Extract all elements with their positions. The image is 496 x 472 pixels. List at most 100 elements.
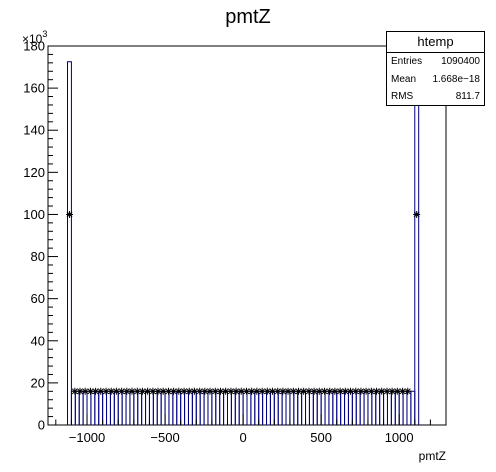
y-tick-label: 160: [23, 81, 45, 96]
histogram-bar: [176, 390, 182, 425]
data-marker: [66, 210, 74, 218]
data-marker: [243, 387, 251, 395]
stats-label: Mean: [391, 73, 417, 85]
histogram-bar: [67, 61, 72, 425]
histogram-bar: [363, 390, 369, 425]
data-marker: [86, 387, 94, 395]
data-marker: [315, 387, 323, 395]
data-marker: [341, 387, 349, 395]
data-marker: [388, 387, 396, 395]
data-marker: [196, 387, 204, 395]
histogram-bar: [336, 390, 342, 425]
histogram-bar: [332, 390, 338, 425]
histogram-bar: [191, 390, 197, 425]
histogram-bar: [273, 390, 279, 425]
data-marker: [263, 387, 271, 395]
histogram-bar: [379, 390, 385, 425]
histogram-bar: [297, 390, 303, 425]
histogram-bar: [242, 390, 248, 425]
data-marker: [216, 387, 224, 395]
histogram-bar: [344, 390, 349, 425]
data-marker: [97, 387, 105, 395]
data-marker: [253, 387, 261, 395]
histogram-bar: [211, 390, 217, 425]
histogram-bar: [277, 390, 283, 425]
data-marker: [310, 387, 318, 395]
histogram-bar: [355, 390, 361, 425]
data-marker: [321, 387, 329, 395]
y-tick-label: 20: [31, 375, 45, 390]
histogram-bar: [82, 390, 88, 425]
data-marker: [248, 387, 256, 395]
histogram-bar: [266, 390, 271, 425]
data-marker: [164, 387, 172, 395]
data-marker: [336, 387, 344, 395]
data-marker: [107, 387, 115, 395]
y-multiplier-exponent: 3: [42, 29, 47, 39]
data-marker: [326, 387, 334, 395]
histogram-bar: [113, 390, 119, 425]
data-marker: [206, 387, 214, 395]
histogram-bar: [187, 390, 193, 425]
stats-label: RMS: [391, 91, 414, 102]
histogram-bar: [156, 390, 162, 425]
histogram-bar: [410, 390, 416, 425]
histogram-bars: [67, 61, 420, 425]
histogram-bar: [406, 390, 412, 425]
histogram-bar: [258, 390, 264, 425]
data-marker: [331, 387, 339, 395]
stats-value: 1090400: [441, 56, 480, 67]
stats-title: htemp: [387, 32, 484, 53]
x-tick-label: −500: [150, 430, 179, 445]
data-marker: [128, 387, 136, 395]
data-marker: [357, 387, 365, 395]
histogram-bar: [180, 390, 186, 425]
histogram-bar: [398, 390, 404, 425]
histogram-bar: [168, 390, 174, 425]
data-marker: [284, 387, 292, 395]
histogram-bar: [78, 390, 84, 425]
chart-title: pmtZ: [225, 6, 271, 28]
y-tick-label: 0: [38, 418, 45, 433]
y-multiplier-base: ×10: [22, 32, 43, 46]
stats-value: 811.7: [455, 91, 480, 102]
data-marker: [383, 387, 391, 395]
data-marker: [138, 387, 146, 395]
data-marker: [159, 387, 167, 395]
histogram-bar: [230, 390, 236, 425]
data-marker: [144, 387, 152, 395]
histogram-bar: [386, 390, 392, 425]
stats-row-entries: Entries 1090400: [387, 53, 484, 71]
histogram-bar: [70, 390, 76, 425]
data-marker: [237, 387, 245, 395]
histogram-bar: [359, 390, 365, 425]
stats-row-rms: RMS 811.7: [387, 88, 484, 106]
data-marker: [81, 387, 89, 395]
x-tick-label: 0: [239, 430, 246, 445]
histogram-bar: [203, 390, 209, 425]
y-tick-label: 120: [23, 165, 45, 180]
histogram-bar: [106, 390, 111, 425]
y-tick-label: 60: [31, 291, 45, 306]
stats-row-mean: Mean 1.668e−18: [387, 71, 484, 89]
histogram-bar: [199, 390, 205, 425]
data-marker: [346, 387, 354, 395]
data-marker: [300, 387, 308, 395]
data-marker: [268, 387, 276, 395]
histogram-bar: [320, 390, 326, 425]
data-marker: [373, 387, 381, 395]
data-marker: [352, 387, 360, 395]
data-marker: [118, 387, 126, 395]
data-marker: [274, 387, 282, 395]
histogram-bar: [129, 390, 135, 425]
histogram-bar: [164, 390, 170, 425]
data-marker: [185, 387, 193, 395]
histogram-bar: [312, 390, 318, 425]
data-marker: [404, 387, 412, 395]
data-marker: [133, 387, 141, 395]
histogram-bar: [121, 390, 127, 425]
data-marker: [279, 387, 287, 395]
histogram-bar: [137, 390, 143, 425]
histogram-bar: [152, 390, 158, 425]
